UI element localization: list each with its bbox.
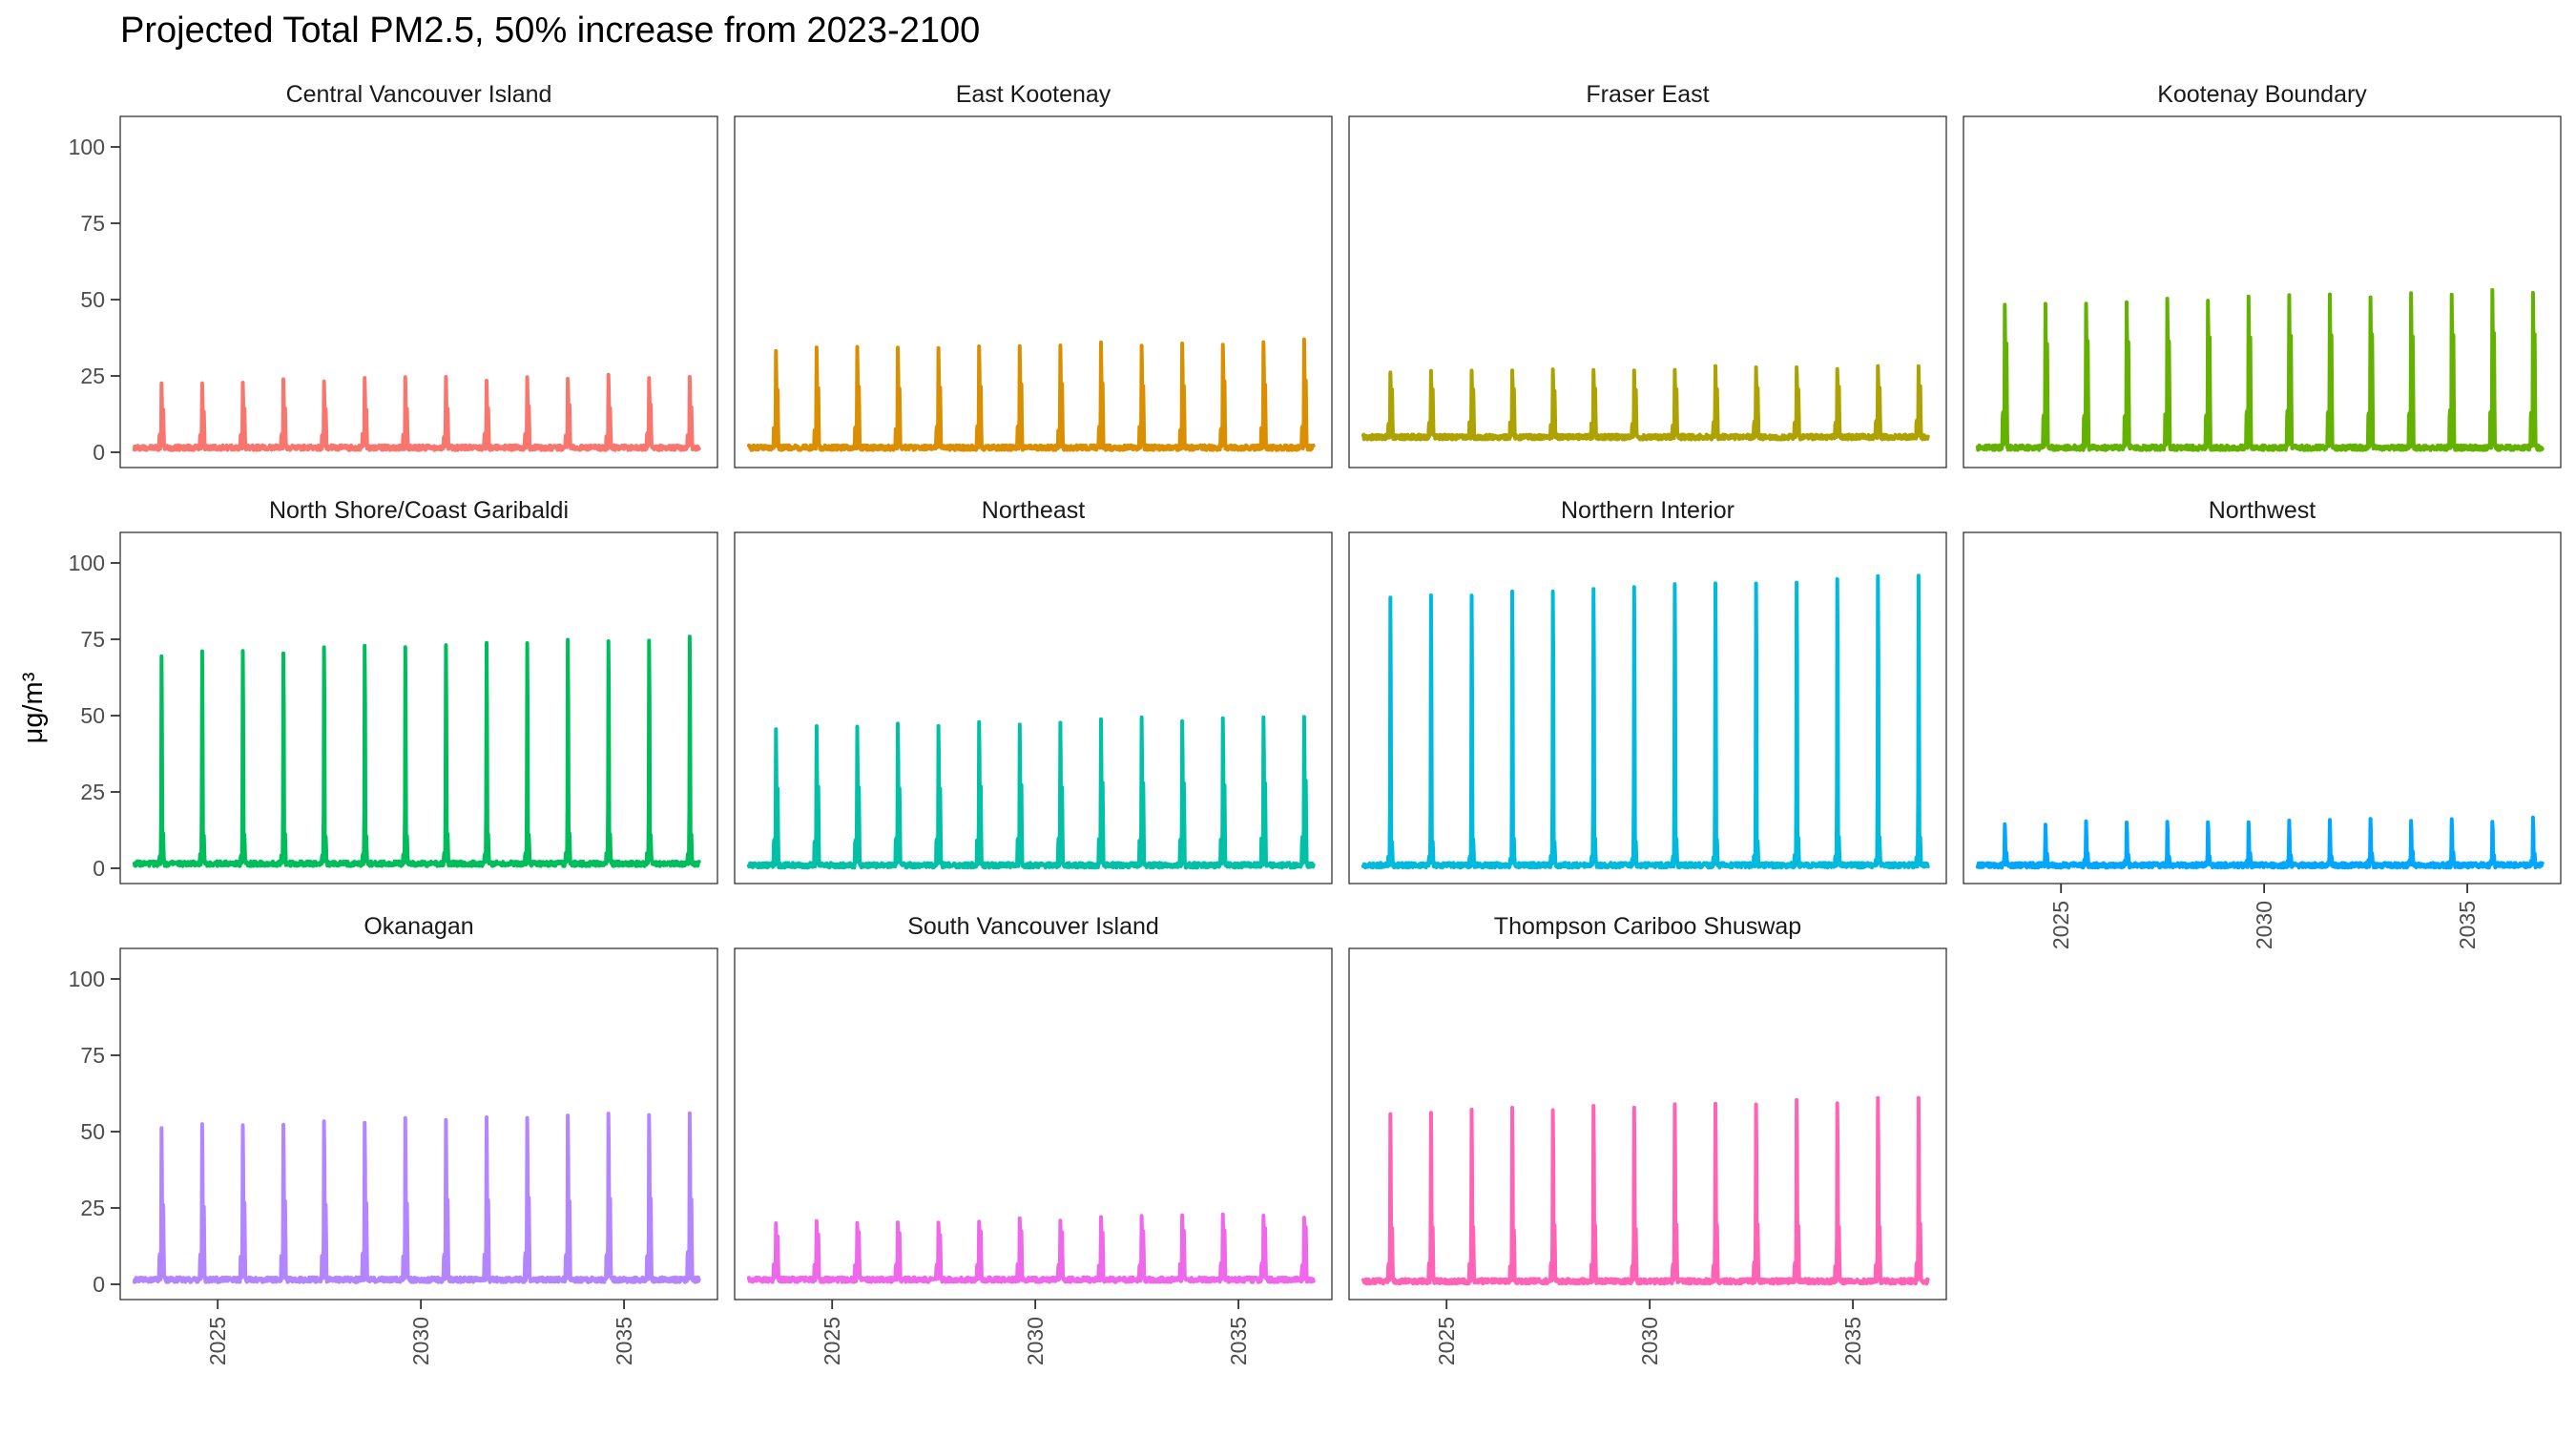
panel-frame — [1348, 531, 1947, 884]
panel-east-kootenay: East Kootenay — [734, 81, 1333, 468]
y-tick-label: 75 — [80, 211, 105, 236]
panel-central-vancouver-island: Central Vancouver Island 0 25 50 75 100 — [69, 81, 718, 468]
y-tick-label: 75 — [80, 627, 105, 652]
y-tick-label: 0 — [93, 1272, 105, 1297]
y-tick-label: 50 — [80, 1119, 105, 1144]
panel-title: North Shore/Coast Garibaldi — [269, 497, 569, 524]
series-line — [1975, 287, 2545, 452]
series-line — [1361, 573, 1930, 870]
panel-south-vancouver-island: South Vancouver Island 2025 2030 2035 — [734, 913, 1333, 1365]
x-tick-label: 2030 — [1637, 1317, 1662, 1365]
series-line — [1975, 815, 2545, 870]
panel-title: Fraser East — [1586, 81, 1709, 108]
y-tick-label: 75 — [80, 1043, 105, 1068]
panel-title: Okanagan — [364, 913, 473, 940]
series-line — [1361, 364, 1930, 442]
panel-kootenay-boundary: Kootenay Boundary — [1963, 81, 2562, 468]
x-tick-label: 2035 — [1840, 1317, 1865, 1365]
y-tick-label: 100 — [69, 135, 105, 159]
panels-layer: Central Vancouver Island 0 25 50 75 100 East K… — [69, 81, 2562, 1365]
panel-northeast: Northeast — [734, 497, 1333, 884]
y-tick-label: 25 — [80, 780, 105, 804]
panel-title: Northern Interior — [1561, 497, 1735, 524]
series-line — [132, 635, 701, 868]
x-tick-label: 2035 — [1226, 1317, 1251, 1365]
x-tick-label: 2035 — [2455, 901, 2480, 949]
series-line — [132, 1111, 701, 1284]
series-line — [132, 372, 701, 452]
panel-frame — [734, 947, 1333, 1301]
panel-okanagan: Okanagan 0 25 50 75 100 2025 2030 2035 — [69, 913, 718, 1365]
panel-title: Central Vancouver Island — [286, 81, 552, 108]
x-tick-label: 2030 — [2252, 901, 2276, 949]
series-line — [746, 1212, 1316, 1284]
panel-frame — [119, 115, 718, 468]
panel-frame — [1963, 115, 2562, 468]
y-axis-title: μg/m³ — [18, 672, 49, 743]
y-tick-label: 50 — [80, 703, 105, 728]
panel-title: Northwest — [2209, 497, 2316, 524]
y-tick-label: 25 — [80, 1196, 105, 1220]
panel-title: South Vancouver Island — [907, 913, 1159, 940]
panel-frame — [1348, 947, 1947, 1301]
x-tick-label: 2025 — [2048, 901, 2073, 949]
y-tick-label: 25 — [80, 364, 105, 388]
x-tick-label: 2025 — [205, 1317, 230, 1365]
chart-title: Projected Total PM2.5, 50% increase from… — [120, 10, 980, 51]
panel-northern-interior: Northern Interior — [1348, 497, 1947, 884]
panel-title: Kootenay Boundary — [2157, 81, 2367, 108]
y-tick-label: 100 — [69, 967, 105, 991]
panel-frame — [1963, 531, 2562, 884]
panel-title: East Kootenay — [956, 81, 1111, 108]
y-tick-label: 100 — [69, 551, 105, 575]
series-line — [746, 337, 1316, 452]
series-line — [1361, 1095, 1930, 1286]
y-tick-label: 0 — [93, 440, 105, 465]
panel-title: Northeast — [982, 497, 1085, 524]
x-tick-label: 2030 — [408, 1317, 433, 1365]
panel-frame — [734, 115, 1333, 468]
x-tick-label: 2025 — [820, 1317, 844, 1365]
panel-north-shore-coast-garibaldi: North Shore/Coast Garibaldi 0 25 50 75 100 — [69, 497, 718, 884]
x-tick-label: 2030 — [1023, 1317, 1048, 1365]
panel-fraser-east: Fraser East — [1348, 81, 1947, 468]
series-line — [746, 715, 1316, 870]
y-tick-label: 50 — [80, 287, 105, 312]
panel-thompson-cariboo-shuswap: Thompson Cariboo Shuswap 2025 2030 2035 — [1348, 913, 1947, 1365]
panel-frame — [119, 531, 718, 884]
x-tick-label: 2025 — [1434, 1317, 1459, 1365]
panel-title: Thompson Cariboo Shuswap — [1494, 913, 1801, 940]
panel-frame — [734, 531, 1333, 884]
panel-frame — [119, 947, 718, 1301]
panel-northwest: Northwest 2025 2030 2035 — [1963, 497, 2562, 949]
panel-frame — [1348, 115, 1947, 468]
x-tick-label: 2035 — [612, 1317, 636, 1365]
y-tick-label: 0 — [93, 856, 105, 881]
